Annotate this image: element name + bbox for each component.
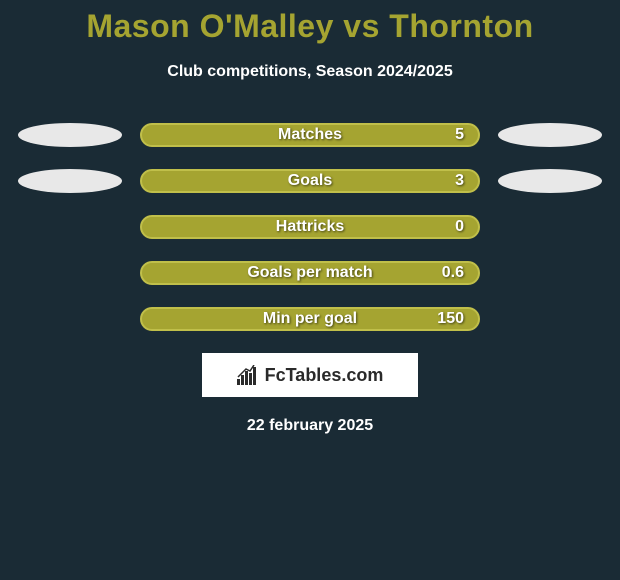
stat-bar: Min per goal 150 [140,307,480,331]
stat-row-goals: Goals 3 [0,169,620,193]
stat-row-matches: Matches 5 [0,123,620,147]
stat-label: Goals per match [247,264,372,282]
stat-label: Hattricks [276,218,344,236]
stat-label: Min per goal [263,310,357,328]
stat-value: 0 [455,218,464,236]
comparison-widget: Mason O'Malley vs Thornton Club competit… [0,0,620,435]
stat-value: 150 [437,310,464,328]
stat-bar: Goals 3 [140,169,480,193]
right-player-shape [498,123,602,147]
stat-row-min-per-goal: Min per goal 150 [0,307,620,331]
stat-value: 3 [455,172,464,190]
stat-bar: Matches 5 [140,123,480,147]
stat-bar: Goals per match 0.6 [140,261,480,285]
right-player-shape [498,169,602,193]
logo-text: FcTables.com [265,365,384,386]
stat-bar: Hattricks 0 [140,215,480,239]
stat-row-goals-per-match: Goals per match 0.6 [0,261,620,285]
stat-label: Goals [288,172,332,190]
source-logo[interactable]: FcTables.com [202,353,418,397]
stat-value: 0.6 [442,264,464,282]
left-player-shape [18,123,122,147]
stats-area: Matches 5 Goals 3 Hattricks 0 Goals [0,123,620,331]
left-player-shape [18,169,122,193]
subtitle: Club competitions, Season 2024/2025 [0,63,620,81]
stat-row-hattricks: Hattricks 0 [0,215,620,239]
chart-icon [237,365,259,385]
page-title: Mason O'Malley vs Thornton [0,8,620,45]
stat-value: 5 [455,126,464,144]
stat-label: Matches [278,126,342,144]
date-label: 22 february 2025 [0,417,620,435]
